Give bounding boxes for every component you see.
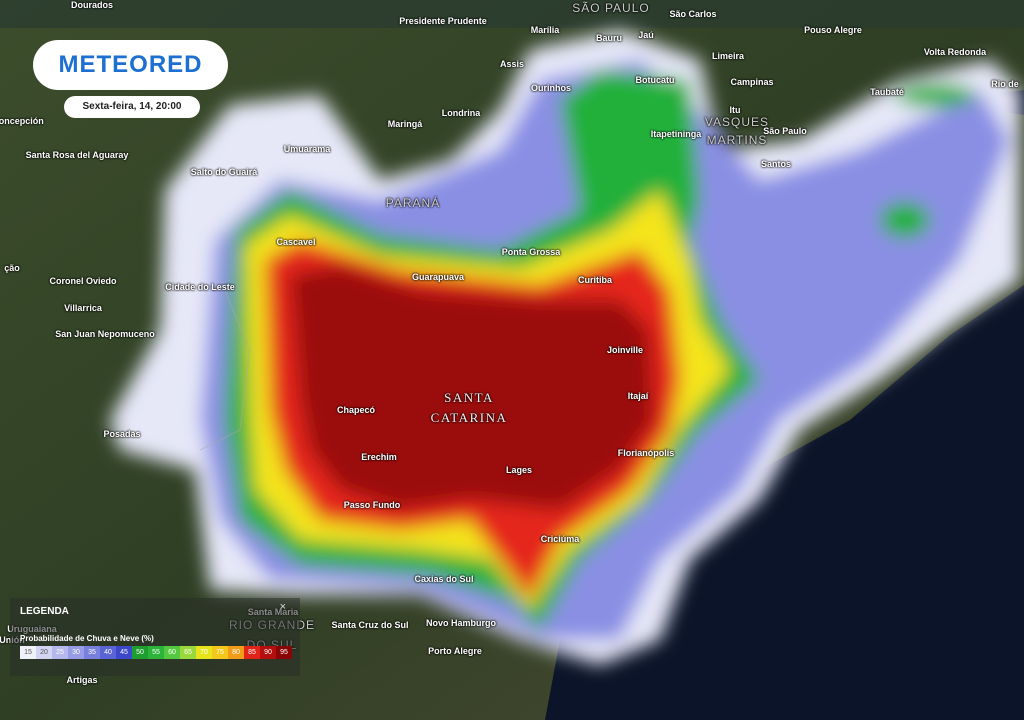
place-label: Villarrica [64,303,102,313]
legend-swatch: 15 [20,646,36,659]
legend: LEGENDA × Probabilidade de Chuva e Neve … [10,598,300,676]
place-label: MARTINS [706,133,768,147]
place-label: Coronel Oviedo [49,276,117,286]
legend-swatch: 70 [196,646,212,659]
place-label: Lages [505,465,533,475]
place-label: San Juan Nepomuceno [55,329,155,339]
place-label: Chapecó [336,405,376,415]
place-label: Cidade do Leste [165,282,235,292]
place-label: CATARINA [430,410,508,425]
place-label: Campinas [730,77,774,87]
legend-swatch: 90 [260,646,276,659]
place-label: Londrina [441,108,481,118]
place-label: Dourados [70,0,114,10]
legend-swatch: 30 [68,646,84,659]
place-label: Itapetininga [650,129,702,139]
place-label: Passo Fundo [343,500,401,510]
legend-swatch: 75 [212,646,228,659]
place-label: Taubaté [870,87,904,97]
place-label: Joinville [606,345,644,355]
place-label: Umuarama [283,144,331,154]
legend-swatch: 40 [100,646,116,659]
place-label: Ourinhos [531,83,571,93]
place-label: Maringá [387,119,423,129]
place-label: Assis [499,59,525,69]
legend-swatch: 50 [132,646,148,659]
legend-subtitle: Probabilidade de Chuva e Neve (%) [20,634,154,643]
place-label: SÃO PAULO [572,1,650,15]
place-label: Santa Cruz do Sul [331,620,409,630]
legend-title: LEGENDA [20,606,69,617]
place-label: Itajaí [627,391,649,401]
place-label: Santa Rosa del Aguaray [25,150,129,160]
place-label: Bauru [595,33,623,43]
place-label: Salto do Guairá [190,167,258,177]
place-label: VASQUES [704,115,770,129]
place-label: Florianópolis [617,448,675,458]
place-label: Itu [729,105,741,115]
place-label: Curitiba [577,275,613,285]
legend-swatch: 25 [52,646,68,659]
place-label: Marília [530,25,560,35]
legend-swatch: 60 [164,646,180,659]
place-label: Santos [760,159,792,169]
place-label: Pouso Alegre [804,25,862,35]
place-label: Rio de [991,79,1019,89]
place-label: Ponta Grossa [501,247,561,257]
place-label: Volta Redonda [923,47,987,57]
legend-swatch: 65 [180,646,196,659]
legend-swatch: 85 [244,646,260,659]
place-label: Posadas [103,429,141,439]
place-label: Criciúma [540,534,580,544]
place-label: SANTA [444,390,494,405]
place-label: Jaú [638,30,654,40]
place-label: São Carlos [669,9,717,19]
legend-swatch: 80 [228,646,244,659]
place-label: Botucatu [635,75,675,85]
place-label: Porto Alegre [428,646,482,656]
timestamp: Sexta-feira, 14, 20:00 [64,96,200,118]
place-label: Caxias do Sul [414,574,474,584]
place-label: Artigas [66,675,98,685]
logo: METEORED [33,40,228,90]
place-label: Guarapuava [411,272,465,282]
place-label: Concepción [0,116,44,126]
legend-swatch: 35 [84,646,100,659]
place-label: ção [4,263,20,273]
place-label: São Paulo [763,126,807,136]
legend-swatch: 55 [148,646,164,659]
close-button[interactable]: × [279,601,286,613]
place-label: PARANÁ [385,196,441,210]
place-label: Erechim [361,452,397,462]
place-label: Presidente Prudente [399,16,487,26]
legend-swatch: 20 [36,646,52,659]
place-label: Limeira [711,51,745,61]
place-label: Cascavel [276,237,316,247]
legend-swatch: 95 [276,646,292,659]
legend-scale: 15 20 25 30 35 40 45 50 55 60 65 70 75 80 85 90 95 [20,646,292,659]
place-label: Novo Hamburgo [425,618,497,628]
legend-swatch: 45 [116,646,132,659]
